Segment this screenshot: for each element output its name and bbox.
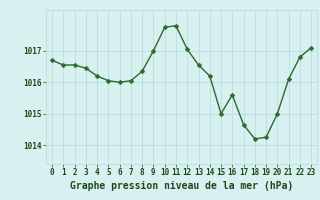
X-axis label: Graphe pression niveau de la mer (hPa): Graphe pression niveau de la mer (hPa) <box>70 181 293 191</box>
